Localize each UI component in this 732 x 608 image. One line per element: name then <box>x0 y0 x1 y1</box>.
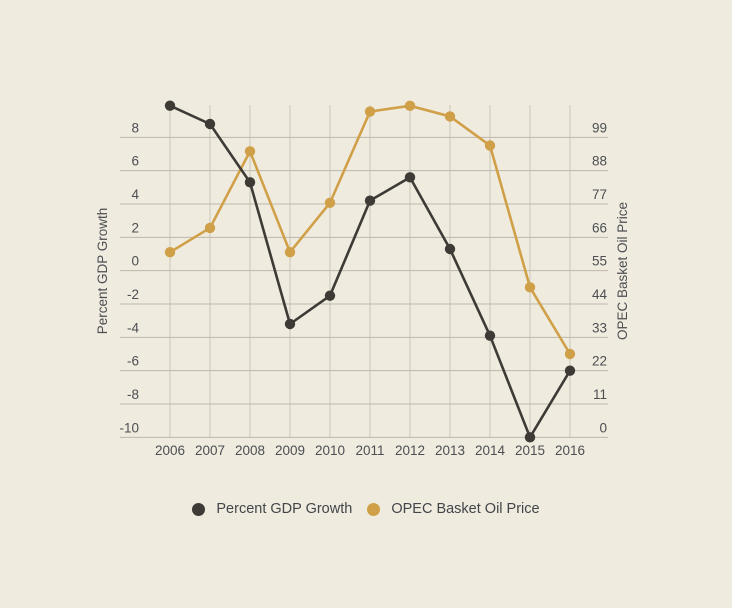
oil-point-2014[interactable] <box>484 140 496 151</box>
gdp-point-2007[interactable] <box>204 118 216 130</box>
x-axis-tick-label: 2009 <box>275 443 305 458</box>
gdp-point-2014[interactable] <box>484 330 496 341</box>
x-axis-tick-labels: 2006 2007 2008 2009 2010 2011 2012 2013 2014 2015… <box>155 443 585 458</box>
gdp-legend-dot-icon <box>192 502 206 516</box>
x-axis-tick-label: 2010 <box>315 443 345 458</box>
left-axis-tick-label: -6 <box>127 354 139 369</box>
x-axis-tick-label: 2006 <box>155 443 185 458</box>
oil-point-2010[interactable] <box>324 197 336 208</box>
left-axis-tick-label: 6 <box>131 154 139 169</box>
oil-series <box>164 100 576 360</box>
right-axis-tick-label: 88 <box>592 154 607 169</box>
left-axis-tick-label: 2 <box>131 220 139 235</box>
right-axis-title: OPEC Basket Oil Price <box>615 202 630 340</box>
oil-legend-dot-icon <box>367 502 381 516</box>
right-axis-tick-label: 33 <box>592 320 607 335</box>
x-axis-tick-label: 2008 <box>235 443 265 458</box>
horizontal-gridlines <box>120 136 608 438</box>
oil-point-2012[interactable] <box>404 100 416 112</box>
gdp-point-2013[interactable] <box>444 243 456 255</box>
left-axis-tick-label: -4 <box>127 320 139 335</box>
gdp-point-2009[interactable] <box>284 318 296 330</box>
oil-point-2011[interactable] <box>364 106 376 117</box>
oil-point-2015[interactable] <box>524 282 536 293</box>
x-axis-tick-label: 2013 <box>435 443 465 458</box>
x-axis-tick-label: 2012 <box>395 443 425 458</box>
legend-item-gdp[interactable]: Percent GDP Growth <box>192 501 352 517</box>
right-axis-tick-label: 77 <box>592 187 607 202</box>
x-axis-tick-label: 2011 <box>355 443 384 458</box>
right-axis-tick-label: 0 <box>599 420 607 435</box>
oil-point-2007[interactable] <box>204 222 216 234</box>
left-axis-tick-label: -10 <box>119 420 139 435</box>
chart-legend: Percent GDP Growth OPEC Basket Oil Price <box>0 501 732 517</box>
oil-point-2008[interactable] <box>244 146 256 157</box>
gdp-point-2006[interactable] <box>164 100 176 111</box>
right-axis-tick-label: 22 <box>592 354 607 369</box>
legend-item-oil[interactable]: OPEC Basket Oil Price <box>367 501 540 517</box>
right-axis-tick-label: 11 <box>593 387 607 402</box>
right-axis-tick-label: 66 <box>592 220 607 235</box>
left-axis-title: Percent GDP Growth <box>95 208 110 335</box>
gdp-legend-label: Percent GDP Growth <box>216 501 353 517</box>
oil-point-2006[interactable] <box>164 246 176 258</box>
gdp-series <box>164 100 576 443</box>
x-axis-tick-label: 2014 <box>475 443 506 458</box>
gdp-point-2015[interactable] <box>524 432 536 443</box>
left-axis-tick-label: -2 <box>127 287 139 302</box>
oil-point-2009[interactable] <box>284 246 296 258</box>
x-axis-tick-label: 2016 <box>555 443 585 458</box>
left-axis-tick-label: -8 <box>127 387 139 402</box>
gdp-point-2008[interactable] <box>244 177 256 188</box>
left-axis-tick-label: 8 <box>131 120 139 135</box>
gdp-point-2012[interactable] <box>404 172 416 183</box>
oil-legend-label: OPEC Basket Oil Price <box>391 501 540 517</box>
right-axis-tick-labels: 99 88 77 66 55 44 33 22 11 0 <box>592 120 608 435</box>
gdp-point-2010[interactable] <box>324 290 336 301</box>
gdp-point-2016[interactable] <box>564 365 576 376</box>
right-axis-tick-label: 55 <box>592 254 607 269</box>
right-axis-tick-label: 99 <box>592 120 607 135</box>
oil-point-2016[interactable] <box>564 348 576 360</box>
oil-point-2013[interactable] <box>444 111 456 122</box>
left-axis-tick-label: 4 <box>131 187 139 202</box>
x-axis-tick-label: 2015 <box>515 443 545 458</box>
left-axis-tick-labels: 8 6 4 2 0 -2 -4 -6 -8 -10 <box>119 120 139 435</box>
x-axis-tick-label: 2007 <box>195 443 225 458</box>
left-axis-tick-label: 0 <box>131 254 139 269</box>
right-axis-tick-label: 44 <box>592 287 608 302</box>
gdp-point-2011[interactable] <box>364 195 376 206</box>
